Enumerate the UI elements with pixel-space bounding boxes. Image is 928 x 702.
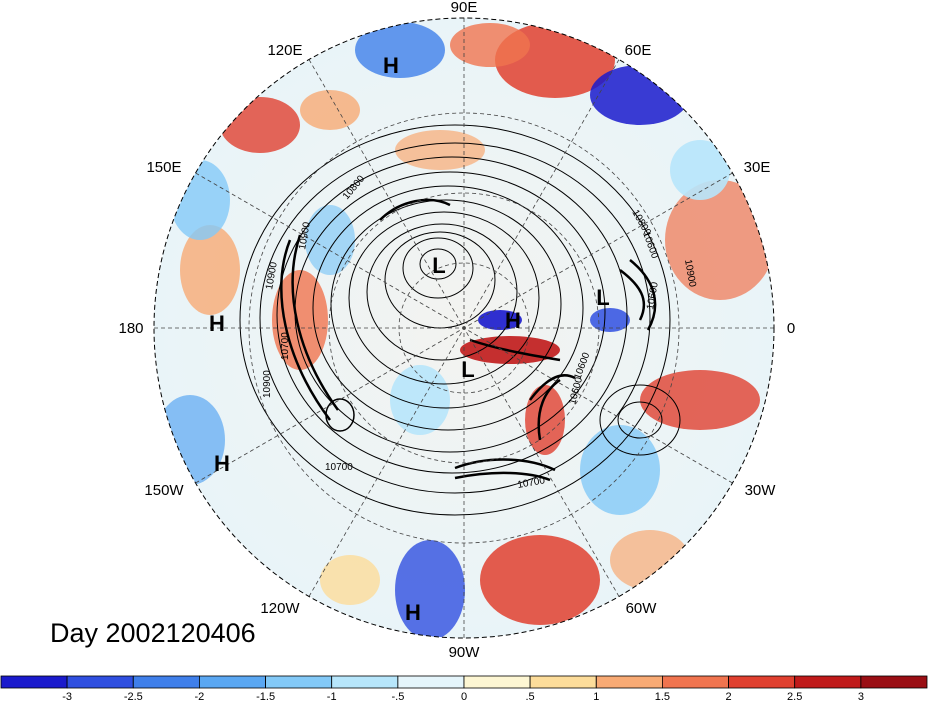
anomaly-field	[154, 18, 774, 638]
high-pressure-label: H	[214, 451, 230, 476]
lon-label-60e: 60E	[625, 42, 652, 59]
colorbar-swatch	[595, 675, 663, 689]
colorbar-tick-label: 2	[726, 691, 732, 702]
colorbar-tick-label: 1	[593, 691, 599, 702]
contour-label: 10900	[682, 259, 698, 289]
lon-label-150w: 150W	[144, 482, 184, 499]
graticule	[154, 18, 774, 638]
colorbar-swatch	[0, 675, 68, 689]
colorbar-swatch	[397, 675, 465, 689]
lon-label-30e: 30E	[744, 159, 771, 176]
low-pressure-label: L	[461, 357, 474, 382]
lon-label-30w: 30W	[745, 482, 777, 499]
colorbar-swatch	[198, 675, 266, 689]
high-pressure-label: H	[209, 311, 225, 336]
high-pressure-label: H	[383, 53, 399, 78]
contour-label: 10700	[280, 332, 291, 360]
colorbar-tick-label: -2.5	[124, 691, 143, 702]
longitude-labels: 90E 60E 30E 0 30W 60W 90W 120W 150W 180 …	[118, 0, 795, 661]
colorbar-swatch	[66, 675, 134, 689]
colorbar-tick-label: .5	[526, 691, 535, 702]
colorbar-tick-label: -2	[195, 691, 205, 702]
colorbar-tick-label: -3	[62, 691, 72, 702]
colorbar-swatch	[662, 675, 729, 689]
colorbar-swatch	[529, 675, 597, 689]
lon-label-180: 180	[118, 320, 143, 337]
colorbar-swatch	[463, 675, 531, 689]
lon-label-150e: 150E	[146, 159, 181, 176]
high-pressure-label: H	[505, 308, 521, 333]
lon-label-0: 0	[787, 320, 795, 337]
contour-label: 10900	[297, 221, 313, 251]
contour-label: 10900	[262, 370, 273, 398]
colorbar: -3 -2.5 -2 -1.5 -1 -.5 0 .5 1 1.5 2 2.5 3	[0, 675, 928, 702]
low-pressure-label: L	[596, 285, 609, 310]
high-pressure-label: H	[405, 600, 421, 625]
contour-label: 10900	[264, 261, 280, 291]
lon-label-90e: 90E	[451, 0, 478, 16]
contour-label: 10700	[325, 462, 353, 473]
colorbar-tick-label: -1	[327, 691, 337, 702]
colorbar-swatch	[860, 675, 928, 689]
colorbar-swatch	[794, 675, 862, 689]
colorbar-tick-label: 0	[461, 691, 467, 702]
colorbar-tick-label: -1.5	[256, 691, 275, 702]
lon-label-120e: 120E	[267, 42, 302, 59]
colorbar-swatch	[331, 675, 399, 689]
map-border	[153, 17, 775, 639]
lon-label-120w: 120W	[260, 600, 300, 617]
colorbar-swatch	[265, 675, 333, 689]
colorbar-swatch	[132, 675, 200, 689]
lon-label-90w: 90W	[449, 644, 481, 661]
lon-label-60w: 60W	[626, 600, 658, 617]
contour-label: 10700	[517, 475, 547, 491]
date-label: Day 2002120406	[50, 618, 256, 648]
contour-label: 10600	[645, 281, 661, 311]
colorbar-tick-label: 3	[858, 691, 864, 702]
pressure-centers: H H H H H L L L	[209, 53, 610, 625]
colorbar-tick-label: -.5	[391, 691, 404, 702]
polar-stereographic-map: 90E 60E 30E 0 30W 60W 90W 120W 150W 180 …	[118, 0, 795, 661]
colorbar-tick-label: 1.5	[655, 691, 670, 702]
jet-streak-contours	[280, 198, 657, 482]
colorbar-tick-label: 2.5	[787, 691, 802, 702]
colorbar-swatch	[728, 675, 796, 689]
low-pressure-label: L	[432, 253, 445, 278]
